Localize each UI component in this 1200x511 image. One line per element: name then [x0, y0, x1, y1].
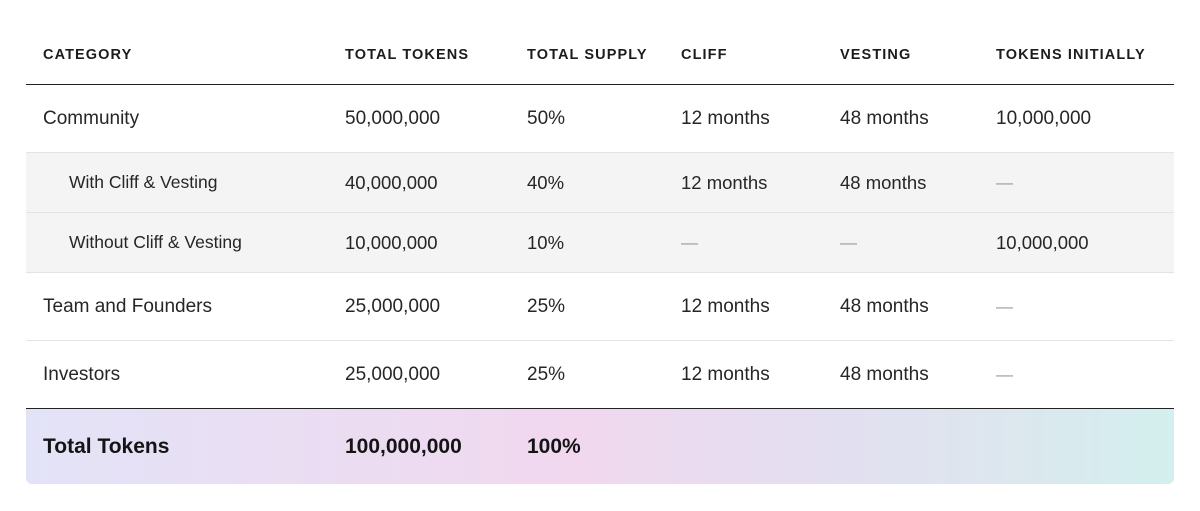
total-tokens-cell: 25,000,000	[345, 295, 441, 317]
tokens-initially-cell: —	[996, 364, 1013, 384]
column-header-total-supply: TOTAL SUPPLY	[527, 47, 648, 63]
tokens-initially-cell: 10,000,000	[996, 107, 1092, 129]
cliff-cell: 12 months	[681, 295, 770, 317]
vesting-cell: —	[840, 232, 857, 252]
total-supply-cell: 25%	[527, 295, 566, 317]
table-row-team-founders: Team and Founders 25,000,000 25% 12 mont…	[26, 273, 1174, 341]
column-header-cliff: CLIFF	[681, 47, 728, 63]
column-header-category: CATEGORY	[43, 47, 133, 63]
tokens-initially-cell: 10,000,000	[996, 231, 1089, 253]
vesting-cell: 48 months	[840, 171, 927, 193]
table-row-community: Community 50,000,000 50% 12 months 48 mo…	[26, 85, 1174, 153]
table-total-row: Total Tokens 100,000,000 100%	[26, 409, 1174, 484]
column-header-vesting: VESTING	[840, 47, 912, 63]
total-supply-value: 100%	[527, 434, 581, 458]
total-supply-cell: 25%	[527, 363, 566, 385]
table-row-investors: Investors 25,000,000 25% 12 months 48 mo…	[26, 341, 1174, 409]
total-supply-cell: 10%	[527, 231, 565, 253]
category-cell: Without Cliff & Vesting	[69, 232, 242, 252]
token-allocation-table: CATEGORY TOTAL TOKENS TOTAL SUPPLY CLIFF…	[26, 24, 1174, 484]
cliff-cell: 12 months	[681, 107, 770, 129]
total-tokens-value: 100,000,000	[345, 434, 462, 458]
total-tokens-cell: 40,000,000	[345, 171, 438, 193]
total-label: Total Tokens	[43, 434, 170, 458]
total-tokens-cell: 25,000,000	[345, 363, 441, 385]
cliff-cell: 12 months	[681, 363, 770, 385]
category-cell: Community	[43, 107, 140, 129]
cliff-cell: —	[681, 232, 698, 252]
category-cell: Investors	[43, 363, 121, 385]
tokens-initially-cell: —	[996, 172, 1013, 192]
total-tokens-cell: 10,000,000	[345, 231, 438, 253]
vesting-cell: 48 months	[840, 363, 929, 385]
tokens-initially-cell: —	[996, 296, 1013, 316]
table-row-without-cliff-vesting: Without Cliff & Vesting 10,000,000 10% —…	[26, 213, 1174, 273]
vesting-cell: 48 months	[840, 107, 929, 129]
category-cell: With Cliff & Vesting	[69, 172, 218, 192]
table-row-with-cliff-vesting: With Cliff & Vesting 40,000,000 40% 12 m…	[26, 153, 1174, 213]
column-header-total-tokens: TOTAL TOKENS	[345, 47, 470, 63]
total-supply-cell: 50%	[527, 107, 566, 129]
cliff-cell: 12 months	[681, 171, 768, 193]
category-cell: Team and Founders	[43, 295, 212, 317]
vesting-cell: 48 months	[840, 295, 929, 317]
total-tokens-cell: 50,000,000	[345, 107, 441, 129]
column-header-tokens-initially: TOKENS INITIALLY	[996, 47, 1146, 63]
table-header-row: CATEGORY TOTAL TOKENS TOTAL SUPPLY CLIFF…	[26, 24, 1174, 85]
total-supply-cell: 40%	[527, 171, 565, 193]
